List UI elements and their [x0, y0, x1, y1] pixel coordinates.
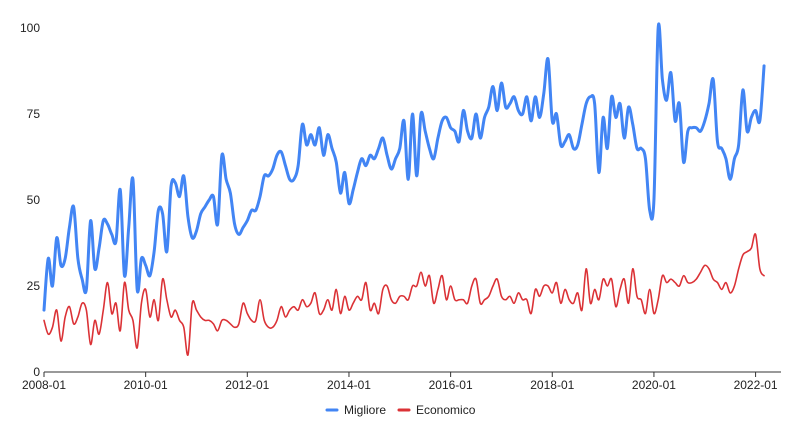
y-tick-label: 25 [27, 279, 41, 293]
x-tick-label: 2008-01 [22, 378, 66, 392]
x-tick-label: 2012-01 [225, 378, 269, 392]
series-line-economico [43, 233, 765, 356]
y-tick-label: 75 [27, 107, 41, 121]
legend-label-migliore: Migliore [344, 403, 386, 417]
y-tick-label: 100 [20, 21, 40, 35]
y-tick-label: 50 [27, 193, 41, 207]
legend: Migliore Economico [325, 403, 476, 417]
x-tick-label: 2022-01 [734, 378, 778, 392]
y-axis: 0 25 50 75 100 [20, 21, 40, 379]
legend-label-economico: Economico [416, 403, 476, 417]
y-tick-label: 0 [33, 365, 40, 379]
x-tick-label: 2016-01 [429, 378, 473, 392]
series-lines [42, 22, 766, 356]
x-tick-label: 2020-01 [632, 378, 676, 392]
series-line-migliore [42, 22, 766, 312]
x-tick-label: 2018-01 [530, 378, 574, 392]
x-tick-label: 2014-01 [327, 378, 371, 392]
x-axis: 2008-01 2010-01 2012-01 2014-01 2016-01 2018-… [22, 371, 781, 392]
x-tick-label: 2010-01 [124, 378, 168, 392]
